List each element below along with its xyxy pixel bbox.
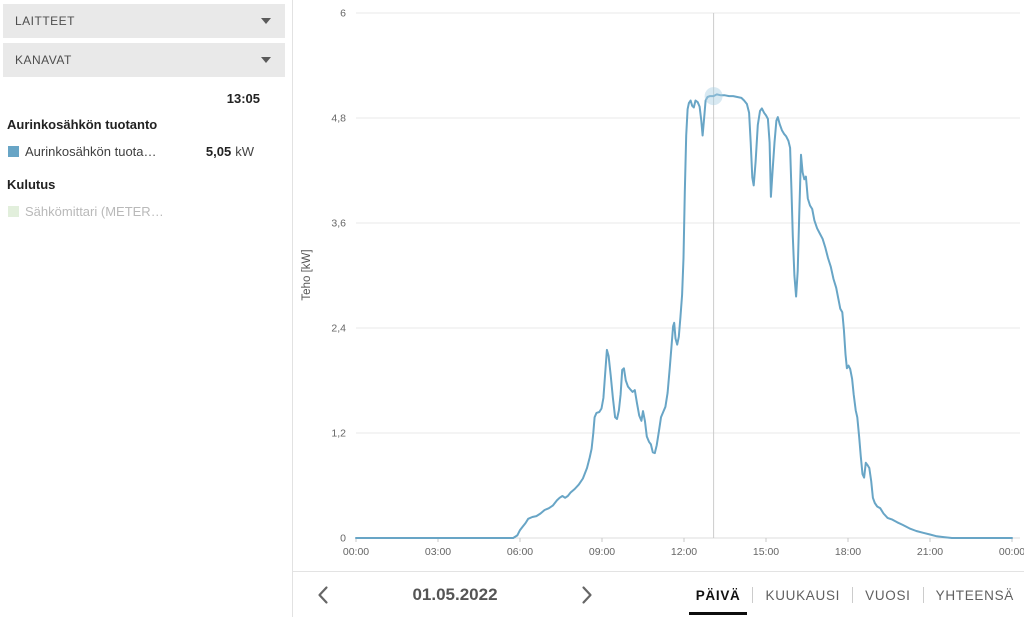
- tab-month[interactable]: KUUKAUSI: [765, 587, 841, 603]
- tab-year[interactable]: VUOSI: [865, 587, 911, 603]
- legend-value: 5,05: [205, 143, 232, 159]
- tab-separator: [752, 587, 754, 603]
- group-title-consumption: Kulutus: [7, 177, 56, 192]
- date-nav-bar: 01.05.2022 PÄIVÄ KUUKAUSI VUOSI YHTEENSÄ: [293, 571, 1024, 617]
- x-tick-label: 15:00: [753, 546, 779, 558]
- legend-item-consumption[interactable]: Sähkömittari (METER…: [0, 201, 292, 221]
- tab-separator: [852, 587, 854, 603]
- power-chart[interactable]: 0 1,2 2,4 3,6 4,8 6 00:00 03:00 06:00 09:00 12:00 1…: [293, 0, 1024, 571]
- tab-total[interactable]: YHTEENSÄ: [935, 587, 1014, 603]
- x-tick-label: 21:00: [917, 546, 943, 558]
- channels-dropdown-label: KANAVAT: [15, 53, 72, 67]
- caret-down-icon: [261, 57, 271, 63]
- y-tick-label: 3,6: [331, 218, 346, 230]
- x-tick-label: 09:00: [589, 546, 615, 558]
- tab-separator: [922, 587, 924, 603]
- x-tick-label: 12:00: [671, 546, 697, 558]
- prev-day-button[interactable]: [305, 572, 341, 617]
- legend-label: Sähkömittari (METER…: [25, 203, 164, 219]
- devices-dropdown-label: LAITTEET: [15, 14, 76, 28]
- chevron-left-icon: [318, 586, 328, 604]
- legend-item-production[interactable]: Aurinkosähkön tuota… 5,05 kW: [0, 141, 292, 161]
- x-tick-label: 06:00: [507, 546, 533, 558]
- y-tick-label: 4,8: [331, 113, 346, 125]
- power-chart-canvas[interactable]: 0 1,2 2,4 3,6 4,8 6 00:00 03:00 06:00 09:00 12:00 1…: [293, 0, 1024, 571]
- group-title-production: Aurinkosähkön tuotanto: [7, 117, 158, 132]
- period-tabs: PÄIVÄ KUUKAUSI VUOSI YHTEENSÄ: [688, 572, 1016, 617]
- y-tick-label: 0: [340, 533, 346, 545]
- x-tick-label: 00:00: [343, 546, 369, 558]
- y-tick-label: 2,4: [331, 323, 346, 335]
- series-swatch-icon: [8, 205, 19, 217]
- chevron-right-icon: [582, 586, 592, 604]
- sidebar-chart-divider: [292, 0, 293, 617]
- hover-marker: [704, 87, 723, 106]
- series-line: [355, 93, 1013, 539]
- sidebar: LAITTEET KANAVAT 13:05 Aurinkosähkön tuo…: [0, 0, 292, 617]
- legend-label: Aurinkosähkön tuota…: [25, 143, 157, 159]
- legend-unit: kW: [235, 143, 254, 159]
- y-tick-label: 6: [340, 8, 346, 20]
- next-day-button[interactable]: [569, 572, 605, 617]
- x-tick-label: 18:00: [835, 546, 861, 558]
- x-tick-label: 03:00: [425, 546, 451, 558]
- y-tick-label: 1,2: [331, 428, 346, 440]
- caret-down-icon: [261, 18, 271, 24]
- channels-dropdown[interactable]: KANAVAT: [3, 43, 285, 77]
- hover-time-label: 13:05: [226, 91, 260, 106]
- x-tick-label: 00:00: [999, 546, 1024, 558]
- current-date-label: 01.05.2022: [412, 585, 498, 604]
- y-axis-title: Teho [kW]: [301, 249, 313, 300]
- series-swatch-icon: [8, 145, 19, 157]
- tab-day[interactable]: PÄIVÄ: [688, 587, 748, 615]
- devices-dropdown[interactable]: LAITTEET: [3, 4, 285, 38]
